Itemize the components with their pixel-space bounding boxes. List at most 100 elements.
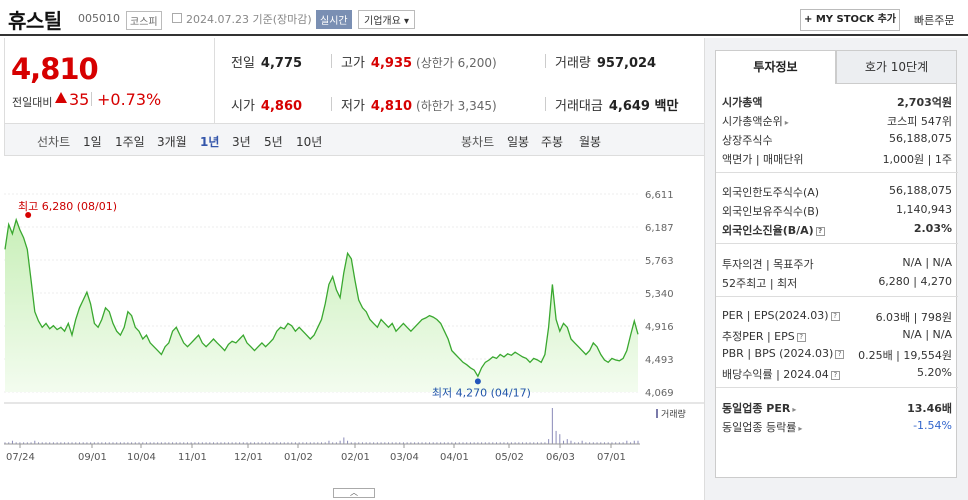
row-label: 배당수익률 | 2024.04 [722, 368, 829, 381]
help-icon[interactable]: ? [796, 332, 806, 342]
tab-period-10y[interactable]: 10년 [296, 135, 323, 149]
calendar-icon [172, 13, 182, 23]
volume-bar [160, 442, 162, 444]
volume-bar [313, 442, 315, 444]
x-tick-label: 02/01 [341, 452, 370, 463]
volume-bar [302, 442, 304, 444]
volume-bar [82, 442, 84, 444]
volume-bar [49, 442, 51, 444]
corp-info-dropdown[interactable]: 기업개요 ▾ [358, 10, 415, 29]
volume-bar [119, 442, 121, 444]
volume-bar [183, 442, 185, 444]
industry-rate-row[interactable]: 동일업종 등락률 ▸ -1.54% [722, 419, 952, 435]
price-stats: 전일 4,775 고가 4,935 (상한가 6,200) 거래량 957,024 시가… [214, 38, 704, 124]
row-value: N/A | N/A [902, 256, 952, 269]
stat-label: 전일 [231, 56, 255, 71]
divider [91, 92, 92, 106]
stat-value: 4,775 [260, 56, 303, 71]
volume-bar [503, 442, 505, 444]
volume-bar [41, 442, 43, 444]
volume-bar [343, 437, 345, 444]
tab-candle-week[interactable]: 주봉 [541, 135, 564, 149]
row-label: 시가총액 [722, 96, 763, 109]
market-badge: 코스피 [126, 11, 162, 30]
volume-bar [481, 442, 483, 444]
industry-per-row[interactable]: 동일업종 PER ▸ 13.46배 [722, 400, 952, 416]
chevron-right-icon: ▸ [784, 118, 789, 127]
realtime-button[interactable]: 실시간 [316, 10, 352, 29]
volume-bar [563, 440, 565, 444]
divider [716, 172, 958, 173]
volume-bar [477, 442, 479, 444]
volume-bar [574, 442, 576, 444]
volume-bar [175, 442, 177, 444]
row-label: 추정PER | EPS [722, 330, 795, 343]
add-mystock-button[interactable]: + MY STOCK 추가 [800, 9, 900, 31]
volume-bar [86, 442, 88, 444]
tab-candle-month[interactable]: 월봉 [579, 135, 602, 149]
volume-bar [518, 442, 520, 444]
tab-candle-day[interactable]: 일봉 [507, 135, 530, 149]
row-value: 2.03% [913, 222, 952, 235]
tab-period-1w[interactable]: 1주일 [115, 135, 145, 149]
divider [545, 97, 546, 111]
volume-bar [287, 442, 289, 444]
volume-bar [622, 442, 624, 444]
volume-bar [633, 440, 635, 444]
volume-bar [38, 442, 40, 444]
volume-bar [473, 442, 475, 444]
volume-bar [458, 442, 460, 444]
stat-label: 시가 [231, 99, 255, 114]
row-value: 0.25배 | 19,554원 [858, 349, 952, 362]
candle-chart-label[interactable]: 봉차트 [461, 135, 495, 149]
tab-period-1y[interactable]: 1년 [200, 135, 220, 149]
volume-bar [570, 440, 572, 444]
volume-bar [555, 430, 557, 444]
volume-bar [626, 440, 628, 444]
row-label: 시가총액순위 [722, 115, 783, 128]
volume-bar [67, 442, 69, 444]
market-cap-rank-row[interactable]: 시가총액순위 ▸ 코스피 547위 [722, 113, 952, 129]
volume-bar [544, 442, 546, 444]
x-tick-label: 01/02 [284, 452, 313, 463]
volume-bar [90, 442, 92, 444]
tab-period-5y[interactable]: 5년 [264, 135, 283, 149]
tab-period-3m[interactable]: 3개월 [157, 135, 187, 149]
volume-bar [358, 442, 360, 444]
tab-quote-10[interactable]: 호가 10단계 [836, 50, 957, 84]
volume-bar [60, 442, 62, 444]
tab-period-1d[interactable]: 1일 [83, 135, 102, 149]
line-chart-label[interactable]: 선차트 [37, 135, 71, 149]
volume-bar [179, 442, 181, 444]
help-icon[interactable]: ? [835, 349, 845, 359]
volume-bar [168, 442, 170, 444]
price-chart[interactable]: 6,611 6,187 5,763 5,340 4,916 4,493 4,069 07/2… [0, 160, 704, 500]
x-tick-label: 09/01 [78, 452, 107, 463]
row-value: 1,000원 | 1주 [882, 153, 952, 166]
tab-period-3y[interactable]: 3년 [232, 135, 251, 149]
volume-bar [127, 442, 129, 444]
divider [716, 387, 958, 388]
volume-bar [499, 442, 501, 444]
x-tick-label: 04/01 [440, 452, 469, 463]
volume-bar [399, 442, 401, 444]
help-icon[interactable]: ? [830, 370, 840, 380]
volume-bar [198, 442, 200, 444]
volume-bar [11, 440, 13, 444]
tab-invest-info[interactable]: 투자정보 [715, 50, 836, 84]
volume-bar [514, 442, 516, 444]
stock-code: 005010 [78, 12, 120, 25]
chart-expand-handle[interactable]: ︿ [333, 488, 375, 498]
volume-bar [26, 442, 28, 444]
volume-bar [551, 408, 553, 444]
stat-label: 고가 [341, 56, 365, 71]
row-value: 56,188,075 [889, 132, 952, 145]
volume-bar [246, 442, 248, 444]
volume-bar [4, 442, 6, 444]
help-icon[interactable]: ? [830, 311, 840, 321]
quick-order-link[interactable]: 빠른주문 [914, 14, 955, 27]
max-annotation: 최고 6,280 (08/01) [18, 200, 117, 213]
row-value: 5.20% [917, 366, 952, 379]
help-icon[interactable]: ? [815, 226, 825, 236]
volume-bar [447, 442, 449, 444]
